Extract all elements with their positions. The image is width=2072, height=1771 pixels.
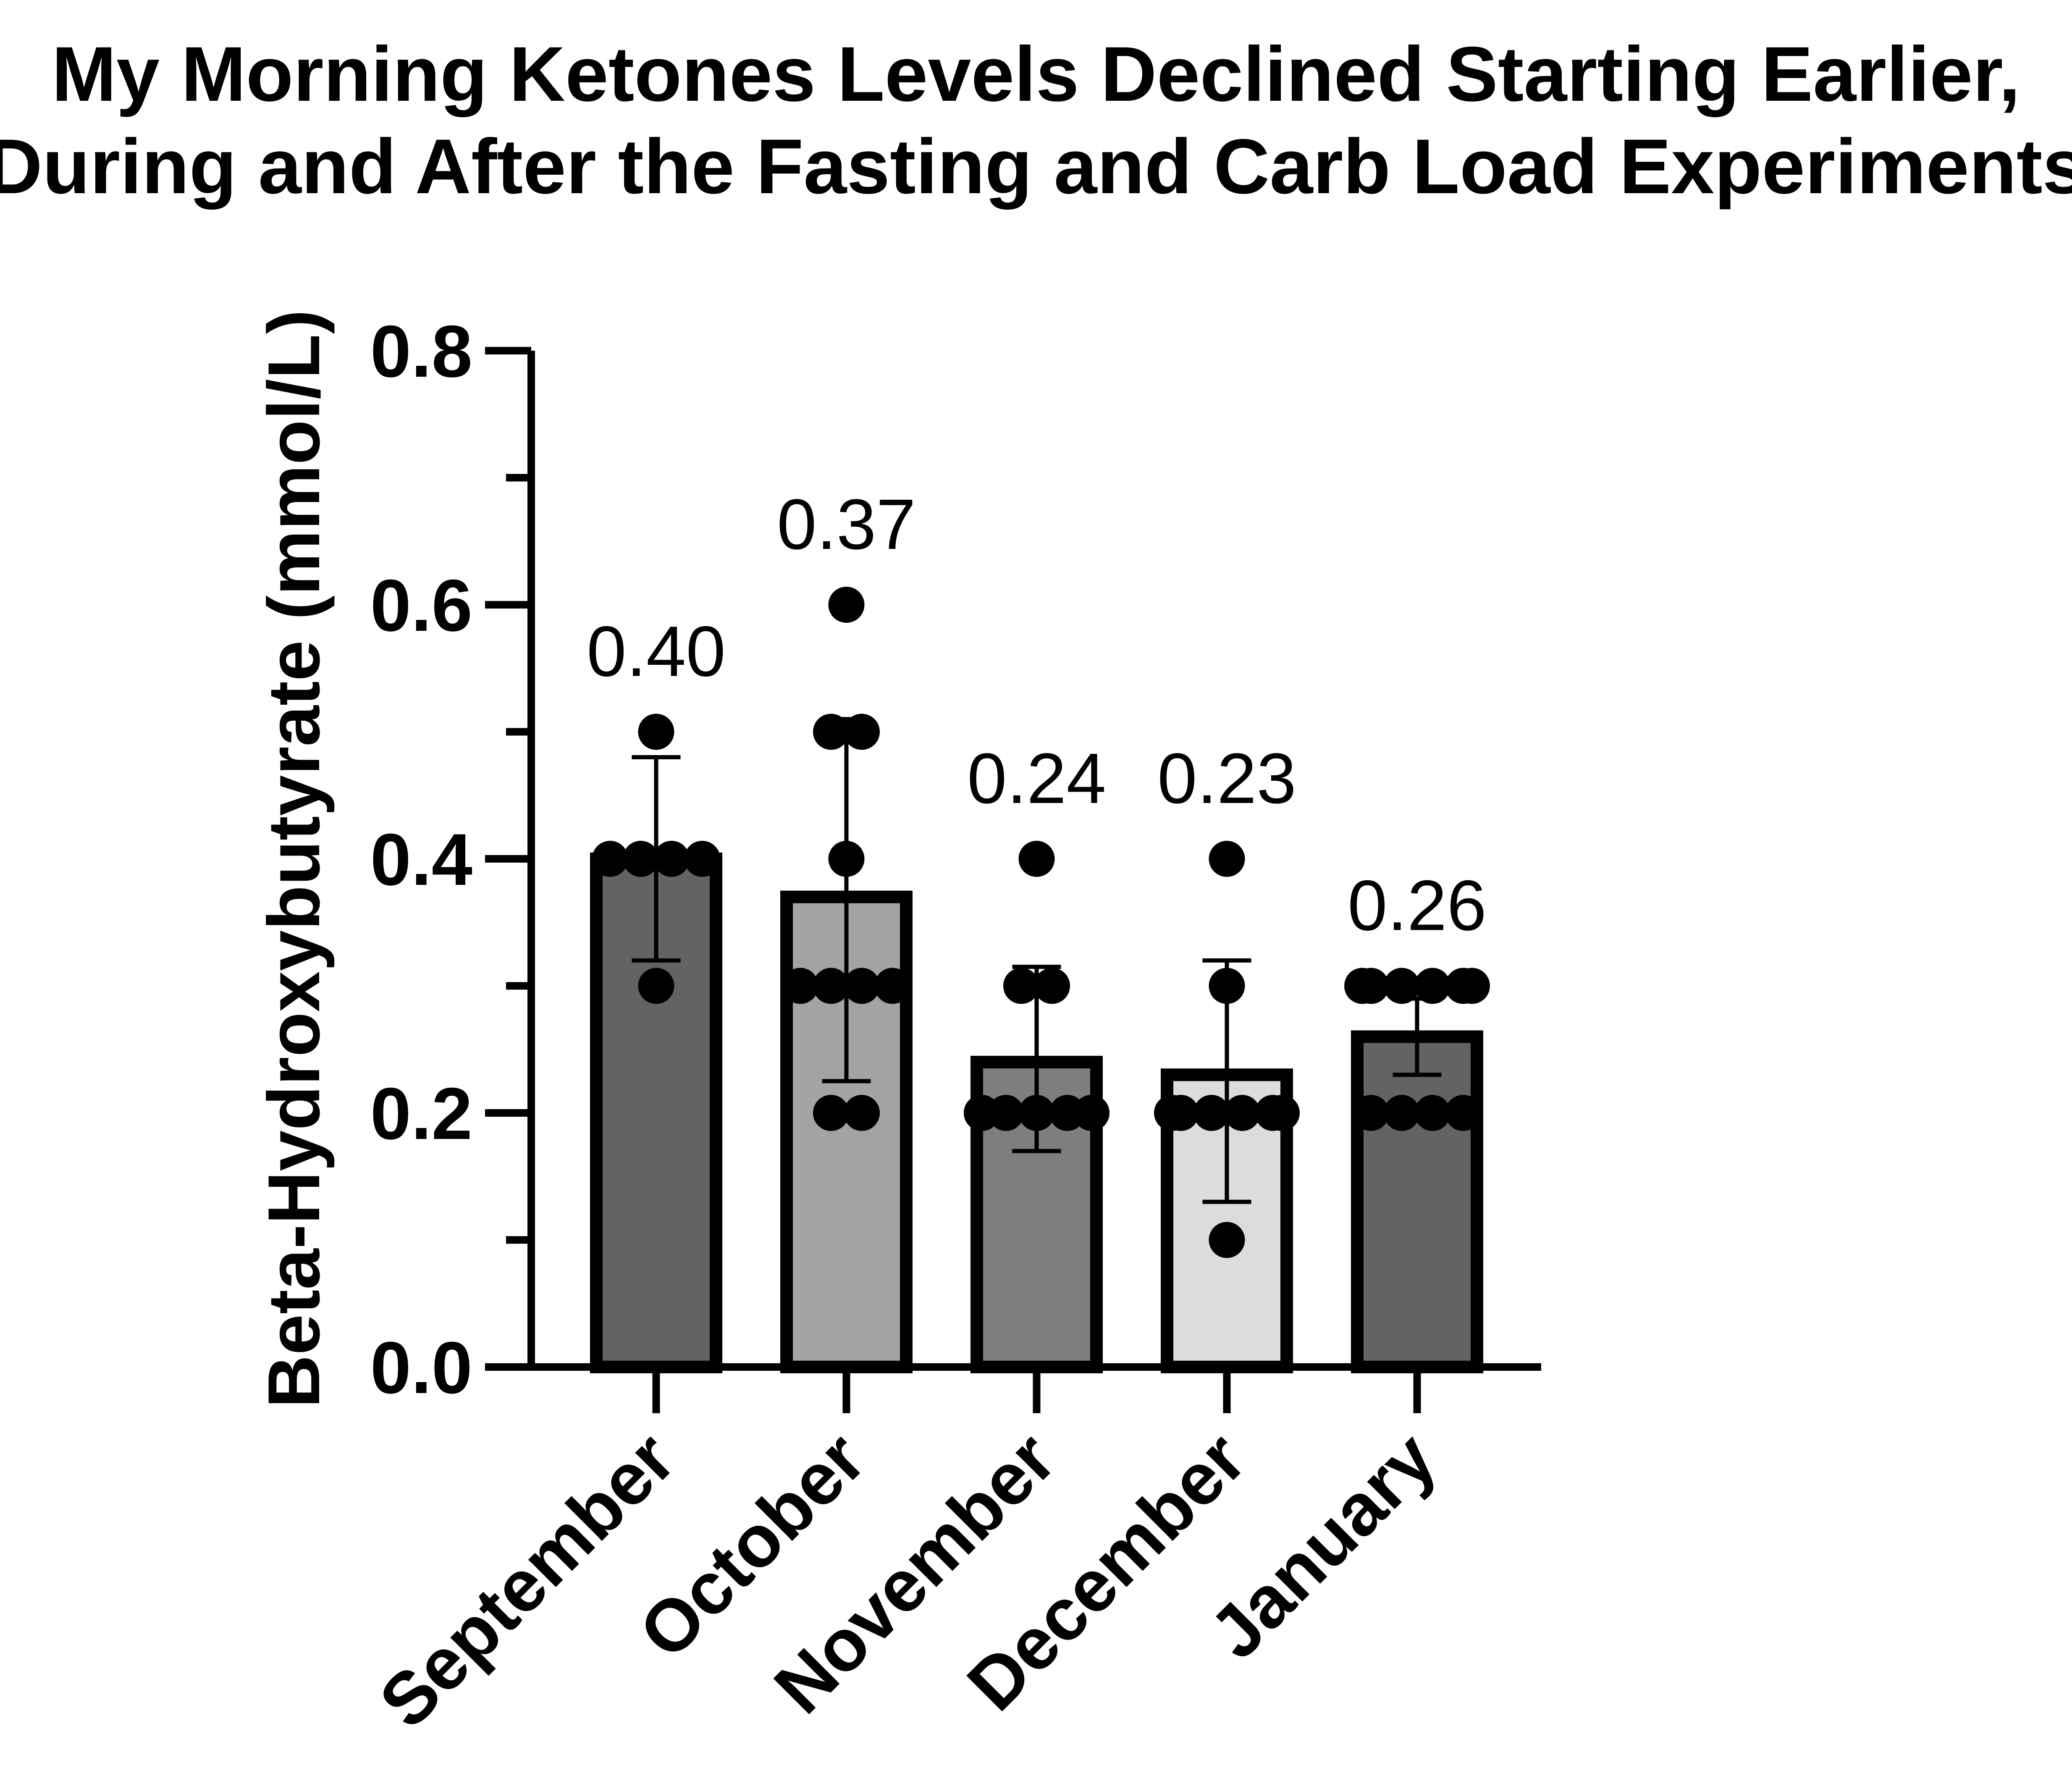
data-point	[828, 841, 865, 877]
data-point	[782, 968, 818, 1004]
chart-title-line-2: During and After the Fasting and Carb Lo…	[0, 123, 2072, 210]
data-point	[844, 968, 880, 1004]
y-axis-label: Beta-Hydroxybutyrate (mmol/L)	[253, 310, 335, 1408]
data-point	[1445, 1095, 1482, 1131]
data-point	[1383, 968, 1420, 1004]
y-tick-label: 0.0	[370, 1327, 472, 1409]
chart-title-line-1: My Morning Ketones Levels Declined Start…	[52, 31, 2020, 118]
value-label-november: 0.24	[967, 739, 1106, 819]
data-point	[1018, 1095, 1055, 1131]
value-label-december: 0.23	[1157, 739, 1296, 819]
data-point	[1193, 1095, 1230, 1131]
bar-january	[1351, 1030, 1483, 1373]
data-point	[1414, 1095, 1451, 1131]
data-point	[1018, 841, 1055, 877]
data-point	[684, 841, 721, 877]
data-point	[1209, 1222, 1245, 1258]
plot-area: 0.40September0.37October0.24November0.23…	[364, 311, 1541, 1743]
data-point	[1034, 968, 1070, 1004]
data-point	[592, 841, 628, 877]
y-tick-label: 0.4	[370, 819, 472, 901]
data-point	[844, 714, 880, 750]
y-tick-label: 0.2	[370, 1073, 472, 1155]
data-point	[1209, 968, 1245, 1004]
data-point	[844, 1095, 880, 1131]
value-label-january: 0.26	[1348, 866, 1487, 946]
data-point	[653, 841, 690, 877]
data-point	[1353, 968, 1389, 1004]
data-point	[1454, 968, 1490, 1004]
data-point	[1414, 968, 1451, 1004]
data-point	[1003, 968, 1039, 1004]
data-point	[638, 714, 674, 750]
value-label-october: 0.37	[777, 485, 916, 564]
data-point	[813, 714, 849, 750]
data-point	[813, 1095, 849, 1131]
data-point	[874, 968, 911, 1004]
value-label-september: 0.40	[587, 612, 726, 692]
data-point	[638, 968, 674, 1004]
data-point	[1224, 1095, 1261, 1131]
data-point	[988, 1095, 1024, 1131]
data-point	[1162, 1095, 1199, 1131]
data-point	[828, 587, 865, 623]
data-point	[813, 968, 849, 1004]
y-tick-label: 0.8	[370, 311, 472, 393]
data-point	[1353, 1095, 1389, 1131]
x-tick-label-september: September	[364, 1417, 690, 1743]
y-tick-label: 0.6	[370, 565, 472, 647]
data-point	[1264, 1095, 1300, 1131]
data-point	[1209, 841, 1245, 877]
data-point	[1383, 1095, 1420, 1131]
data-point	[622, 841, 659, 877]
data-point	[1073, 1095, 1109, 1131]
